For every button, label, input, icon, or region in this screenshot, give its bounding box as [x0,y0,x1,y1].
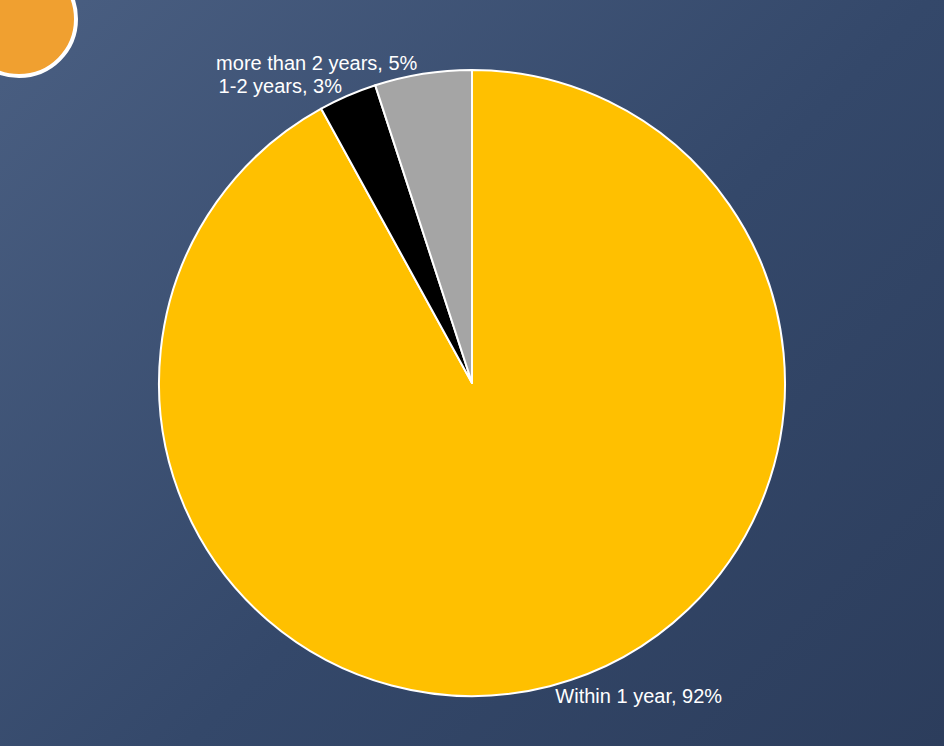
svg-text:Within 1 year, 92%: Within 1 year, 92% [555,685,722,707]
svg-text:more than 2 years, 5%: more than 2 years, 5% [216,52,417,74]
svg-text:1-2 years, 3%: 1-2 years, 3% [219,75,343,97]
